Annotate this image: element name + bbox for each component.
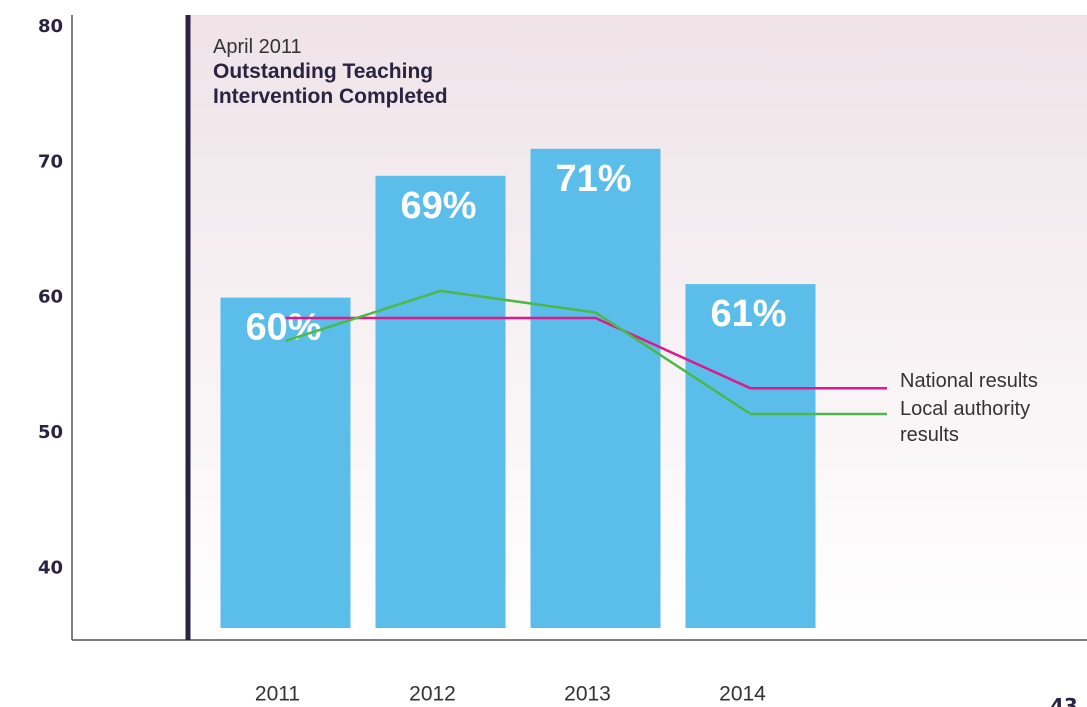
x-tick-label: 2011 [255,683,300,706]
value-label: 60% [246,307,322,349]
annotation: April 2011 Outstanding Teaching Interven… [213,36,503,109]
y-tick-label: 50 [38,422,63,443]
x-tick-label: 2013 [564,683,611,706]
bar [375,175,506,628]
annotation-text: Outstanding Teaching Intervention Comple… [213,60,448,108]
bar [685,284,816,628]
line-series [285,316,752,390]
x-tick-label: 2014 [719,683,766,706]
value-label: 71% [556,158,632,200]
y-tick-label: 80 [38,16,63,37]
annotation-date: April 2011 [213,36,302,58]
line-series [285,289,752,416]
y-tick-label: 70 [38,151,63,172]
bar [530,148,661,628]
y-tick-label: 60 [38,287,63,308]
page-number: 43 [1050,694,1078,707]
legend-label: Local authority results [900,398,1031,446]
x-tick-label: 2012 [409,683,456,706]
bar [220,297,351,628]
value-label: 69% [401,185,477,227]
legend-label: National results [900,370,1038,393]
value-label: 61% [711,293,787,335]
y-tick-label: 40 [38,557,63,578]
